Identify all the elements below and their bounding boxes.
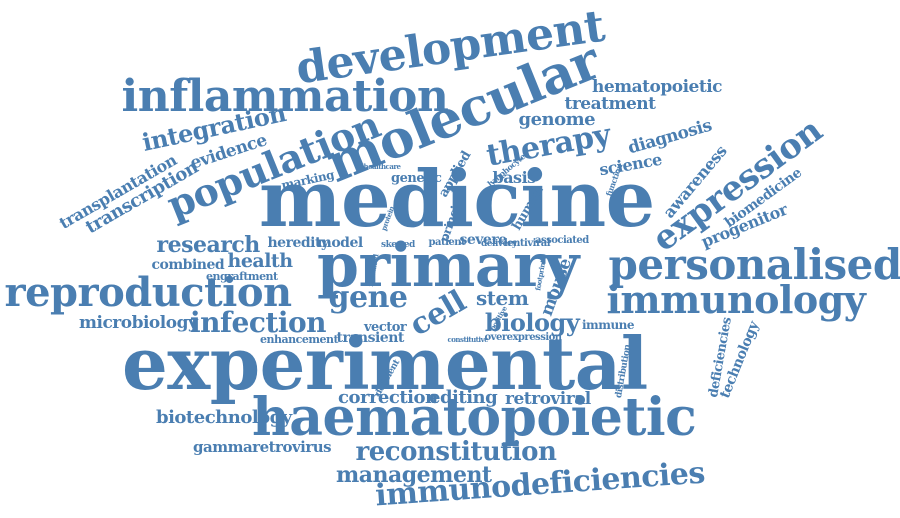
cloud-word: management <box>336 462 492 488</box>
cloud-word: genome <box>518 109 596 130</box>
cloud-word: enhancement <box>260 332 339 346</box>
cloud-word: transient <box>336 330 405 346</box>
cloud-word: skewed <box>381 239 415 250</box>
cloud-word: correction <box>338 387 438 408</box>
cloud-word: constitutive <box>447 334 489 344</box>
cloud-word: heredity <box>267 235 330 251</box>
cloud-word: research <box>156 232 261 258</box>
cloud-word: health <box>227 249 294 272</box>
cloud-word: diagnosis <box>625 115 714 158</box>
cloud-word: reproduction <box>4 269 293 316</box>
cloud-word: genetic <box>391 170 442 186</box>
cloud-word: treatment <box>564 93 657 114</box>
cloud-word: hematopoietic <box>592 76 723 97</box>
cloud-word: editing <box>429 387 498 408</box>
cloud-word: infection <box>190 306 327 339</box>
cloud-word: experimental <box>122 321 648 406</box>
cloud-word: basis <box>492 168 537 187</box>
cloud-word: associated <box>535 235 589 246</box>
cloud-word: biology <box>485 308 580 337</box>
cloud-word: gammaretrovirus <box>193 437 332 456</box>
cloud-word: delivery <box>481 238 517 249</box>
cloud-word: microbiology <box>79 312 198 333</box>
cloud-word: immune <box>582 318 635 332</box>
cloud-word: overexpression <box>484 332 563 343</box>
cloud-word: vector <box>364 319 407 335</box>
cloud-word: personalised <box>608 240 900 289</box>
cloud-word: model <box>317 235 363 251</box>
cloud-word: retroviral <box>505 388 591 409</box>
cloud-word: inflammation <box>121 71 449 122</box>
cloud-word: medicine <box>259 154 655 245</box>
cloud-word: biotechnology <box>156 407 292 428</box>
cloud-word: immunology <box>606 277 866 322</box>
cloud-word: reconstitution <box>355 437 557 467</box>
cloud-word: engraftment <box>206 269 278 283</box>
cloud-word: patient <box>428 237 466 248</box>
cloud-word: lentiviral <box>504 238 551 249</box>
cloud-word: healthcare <box>363 161 402 171</box>
cloud-word: haematopoietic <box>252 387 697 448</box>
cloud-word: gene <box>328 280 408 315</box>
cloud-word: severe <box>459 232 508 248</box>
cloud-word: combined <box>151 257 225 273</box>
cloud-word: primary <box>317 231 579 301</box>
cloud-word: stem <box>476 286 529 310</box>
